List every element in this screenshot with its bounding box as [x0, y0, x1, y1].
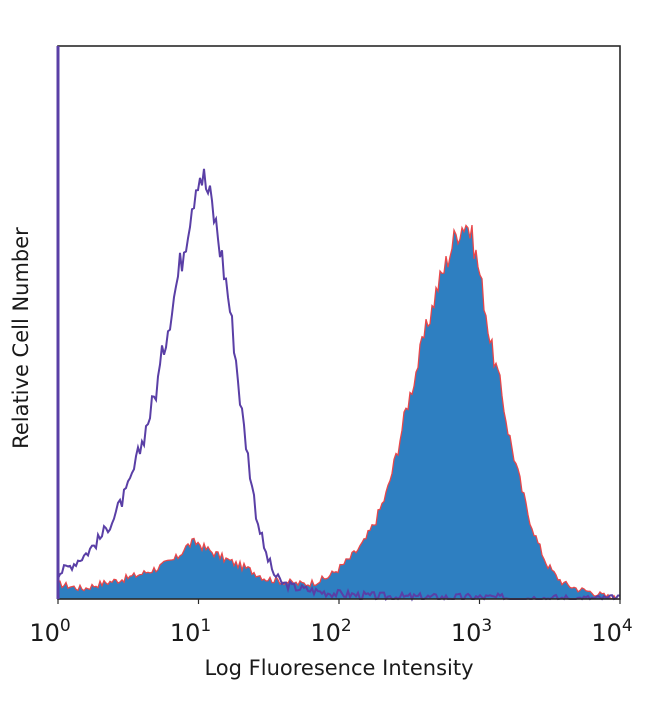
- x-tick-label: 103: [451, 616, 492, 647]
- plot-frame: [57, 45, 621, 600]
- x-tick-label-base: 10: [591, 619, 622, 647]
- x-tick-label-base: 10: [170, 619, 201, 647]
- x-tick-label-exponent: 3: [481, 616, 492, 636]
- x-tick-label-exponent: 2: [341, 616, 352, 636]
- x-tick-label: 102: [310, 616, 351, 647]
- stained-histogram-area: [58, 225, 620, 599]
- x-tick-label-base: 10: [29, 619, 60, 647]
- x-tick-label-exponent: 1: [200, 616, 211, 636]
- x-tick-label-exponent: 0: [60, 616, 71, 636]
- x-tick-label: 101: [170, 616, 211, 647]
- series-layer: [57, 168, 620, 602]
- x-tick-label: 104: [591, 616, 632, 647]
- x-tick-label-base: 10: [310, 619, 341, 647]
- stained-histogram-outline: [57, 224, 620, 600]
- x-tick-labels: 100 101 102 103 104: [29, 599, 633, 647]
- isotype-control-histogram-line: [57, 168, 620, 602]
- x-axis-label: Log Fluoresence Intensity: [204, 656, 473, 680]
- x-tick-label-base: 10: [451, 619, 482, 647]
- x-tick-label: 100: [29, 616, 70, 647]
- x-tick-label-exponent: 4: [622, 616, 633, 636]
- y-axis-label: Relative Cell Number: [9, 227, 33, 449]
